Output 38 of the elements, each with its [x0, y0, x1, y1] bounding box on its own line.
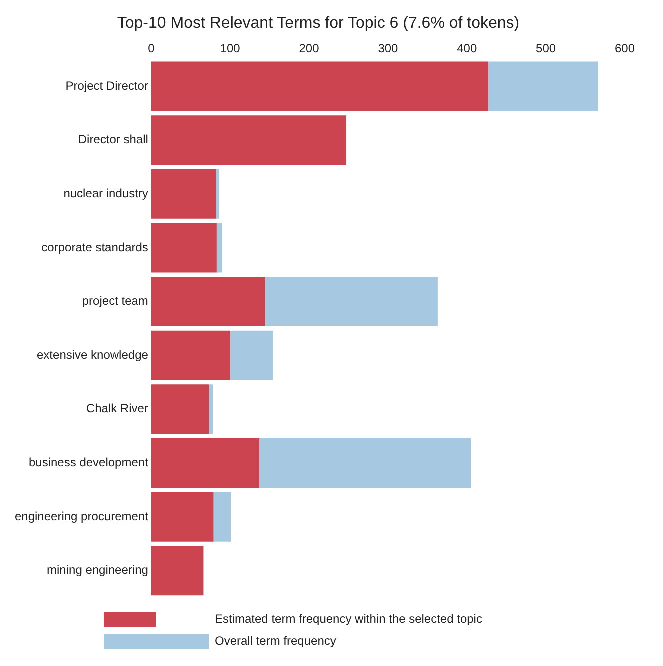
x-tick-label: 400 — [457, 42, 478, 56]
bar — [260, 438, 472, 488]
y-tick-label: project team — [82, 294, 148, 308]
bar — [151, 330, 230, 380]
text: Overall term frequency — [215, 634, 336, 648]
bar — [151, 546, 204, 596]
bar — [230, 330, 273, 380]
bar — [151, 62, 488, 112]
x-tick-label: 200 — [299, 42, 320, 56]
bar — [265, 277, 438, 327]
x-tick-label: 500 — [536, 42, 556, 56]
bar — [151, 277, 266, 327]
bar — [151, 384, 210, 434]
y-tick-label: Chalk River — [86, 402, 148, 416]
bar — [151, 492, 214, 542]
y-tick-label: nuclear industry — [64, 186, 148, 200]
x-tick-label: 100 — [220, 42, 241, 56]
y-tick-label: Project Director — [66, 78, 148, 93]
y-tick-label: mining engineering — [47, 563, 148, 578]
bar — [209, 384, 213, 434]
bar — [488, 62, 598, 112]
bar — [151, 116, 346, 166]
bar — [216, 223, 222, 273]
bar — [151, 223, 217, 273]
x-tick-label: 0 — [148, 42, 156, 56]
y-tick-label: Director shall — [78, 132, 148, 147]
y-tick-label: corporate standards — [42, 240, 148, 254]
x-tick-label: 600 — [614, 42, 636, 56]
bar — [151, 438, 260, 488]
bar — [214, 492, 232, 542]
bar — [151, 169, 216, 219]
bar — [216, 169, 220, 219]
chart-title: Top-10 Most Relevant Terms for Topic 6 (7.6% of tokens) — [117, 15, 520, 32]
y-tick-label: extensive knowledge — [37, 348, 149, 362]
series-label: Estimated term frequency within the selected topic — [215, 612, 482, 626]
y-tick-label: engineering procurement — [14, 509, 150, 524]
x-tick-label: 300 — [378, 42, 399, 56]
y-tick-label: business development — [28, 456, 150, 470]
